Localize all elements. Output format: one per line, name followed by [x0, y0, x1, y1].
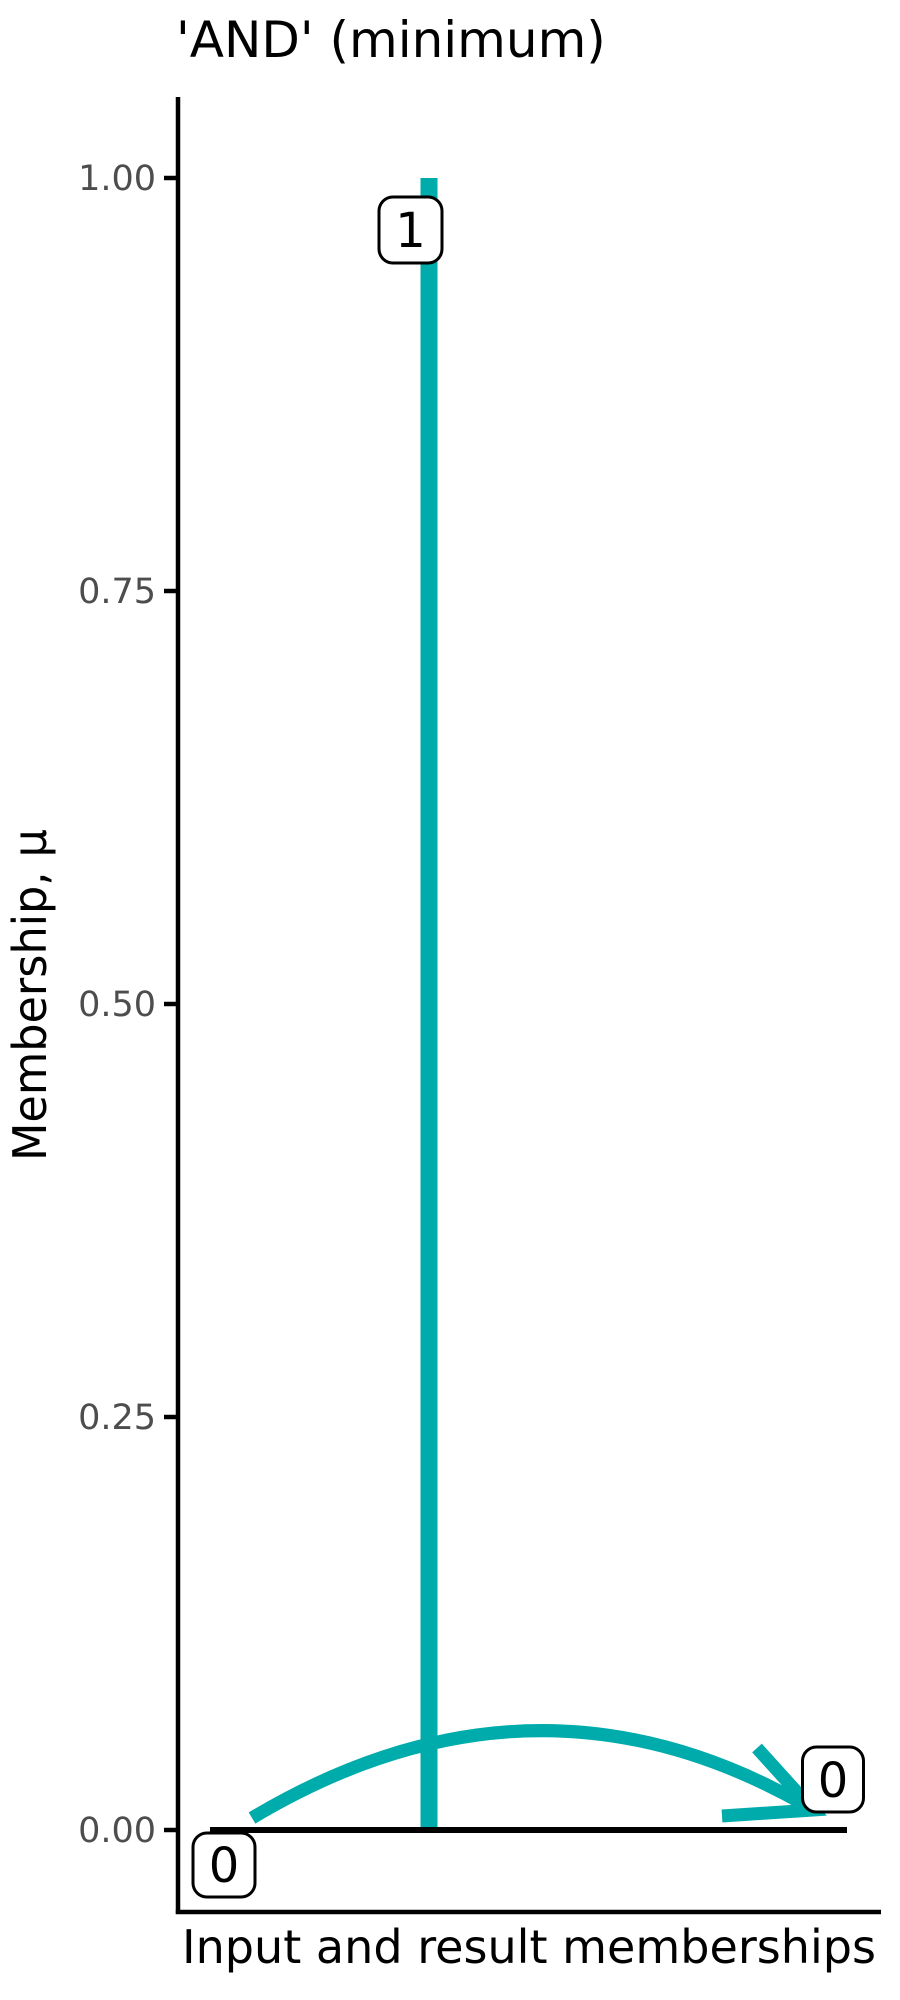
x-axis-title: Input and result memberships [182, 1920, 876, 1974]
value-label-box-input [377, 195, 444, 265]
value-label-box-baseline [191, 1831, 257, 1899]
y-tick-label: 1.00 [78, 159, 156, 199]
y-tick-label: 0.50 [78, 985, 156, 1025]
y-tick-label: 0.25 [78, 1398, 156, 1438]
y-axis-title: Membership, μ [3, 829, 57, 1161]
y-tick-label: 0.75 [78, 572, 156, 612]
value-label-box-result [801, 1745, 865, 1814]
value-label-result: 0 [818, 1753, 849, 1809]
value-label-baseline: 0 [209, 1838, 240, 1894]
chart-title: 'AND' (minimum) [176, 11, 606, 69]
min-operation-arrow-curve [248, 1724, 809, 1824]
y-tick-label: 0.00 [78, 1811, 156, 1851]
value-label-input: 1 [395, 203, 426, 259]
input-membership-bar [420, 178, 438, 1830]
